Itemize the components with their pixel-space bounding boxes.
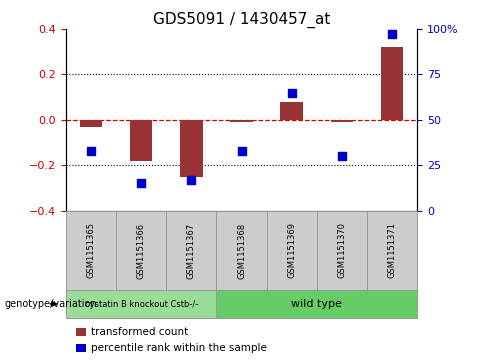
- Point: [187, 177, 195, 183]
- Bar: [230, 120, 253, 122]
- Text: GSM1151371: GSM1151371: [387, 223, 397, 278]
- Text: GSM1151369: GSM1151369: [287, 223, 296, 278]
- Text: GSM1151370: GSM1151370: [337, 223, 346, 278]
- Text: wild type: wild type: [291, 299, 342, 309]
- Bar: [130, 120, 152, 160]
- Text: GSM1151368: GSM1151368: [237, 223, 246, 278]
- Bar: [381, 47, 404, 120]
- Text: cystatin B knockout Cstb-/-: cystatin B knockout Cstb-/-: [84, 299, 198, 309]
- Bar: [180, 120, 203, 176]
- Title: GDS5091 / 1430457_at: GDS5091 / 1430457_at: [153, 12, 330, 28]
- Text: GSM1151365: GSM1151365: [86, 223, 96, 278]
- Text: GSM1151366: GSM1151366: [137, 223, 146, 278]
- Bar: [331, 120, 353, 122]
- Bar: [80, 120, 102, 127]
- Text: transformed count: transformed count: [91, 327, 188, 337]
- Point: [238, 148, 245, 154]
- Point: [137, 180, 145, 186]
- Point: [388, 32, 396, 37]
- Point: [87, 148, 95, 154]
- Bar: [281, 102, 303, 120]
- Point: [338, 153, 346, 159]
- Text: GSM1151367: GSM1151367: [187, 223, 196, 278]
- Text: percentile rank within the sample: percentile rank within the sample: [91, 343, 267, 353]
- Text: genotype/variation: genotype/variation: [5, 299, 98, 309]
- Point: [288, 90, 296, 95]
